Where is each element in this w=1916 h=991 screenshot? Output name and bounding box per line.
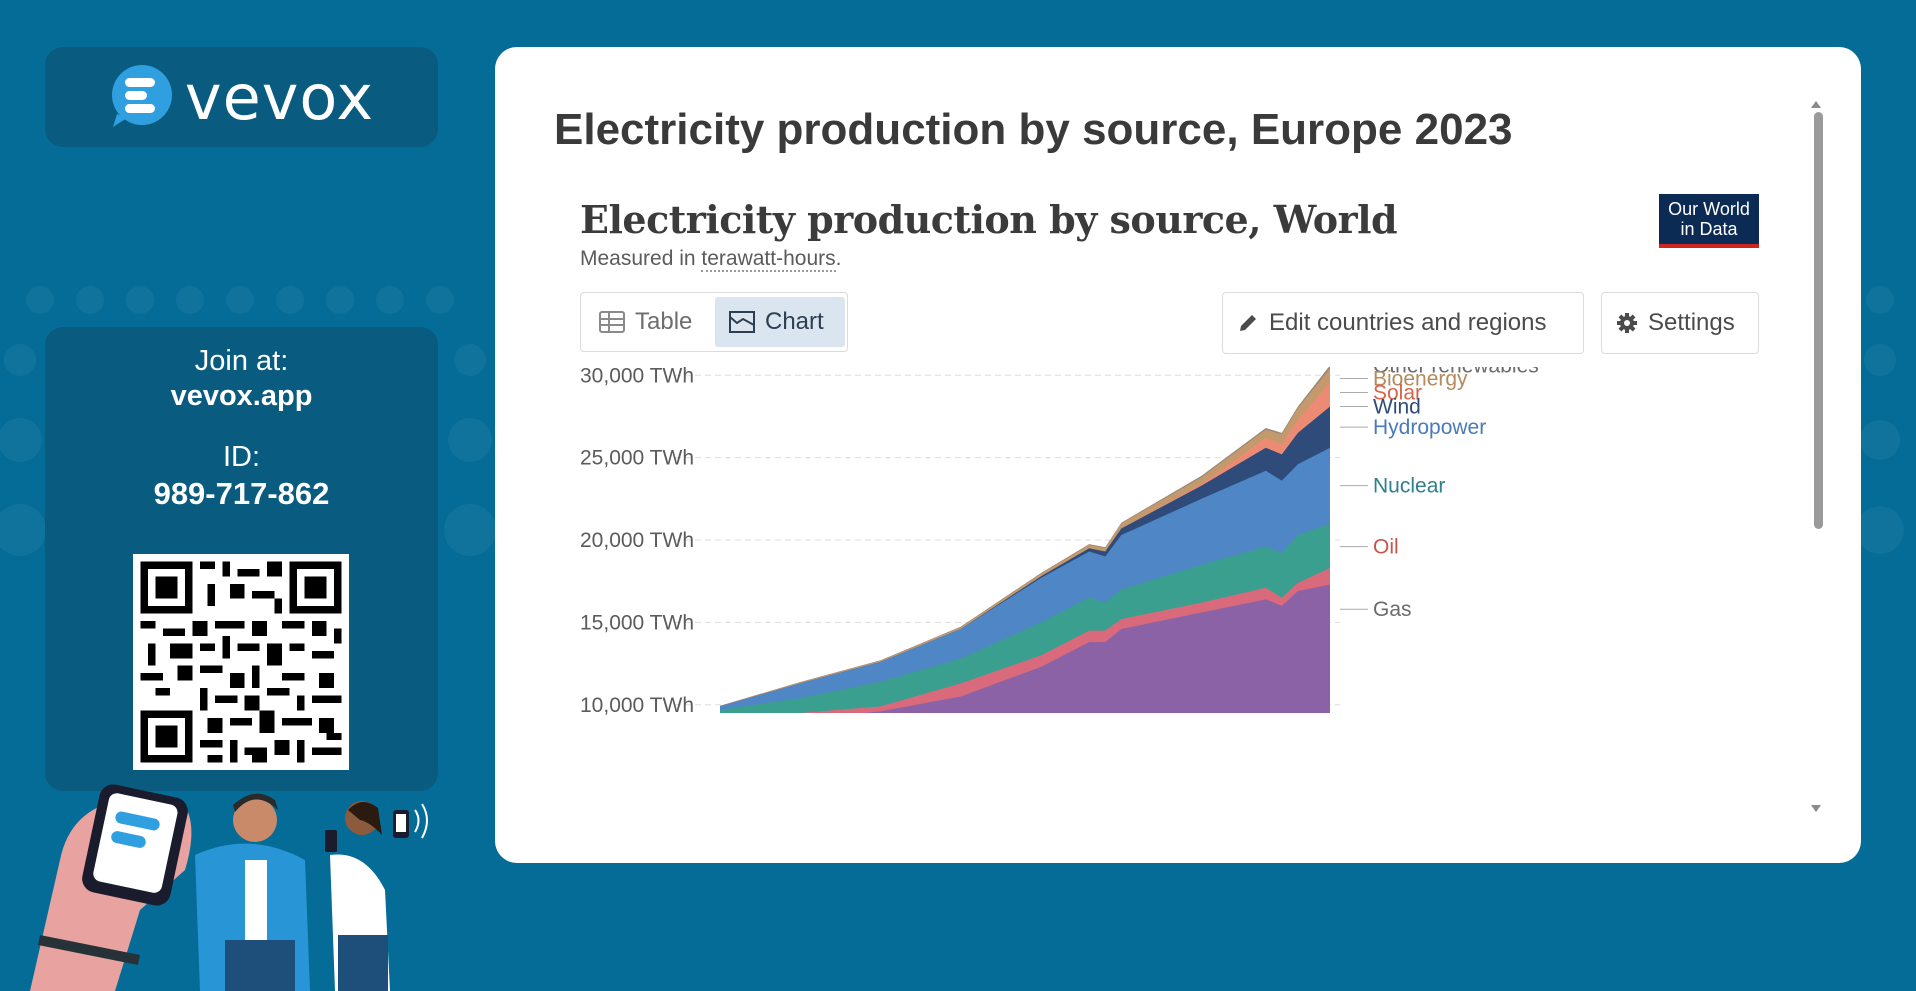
y-tick-label: 15,000 TWh <box>580 611 694 634</box>
legend-label-nuclear[interactable]: Nuclear <box>1373 475 1445 498</box>
subtitle-suffix: . <box>835 247 842 270</box>
subtitle-prefix: Measured in <box>580 247 702 270</box>
area-chart-icon <box>729 311 755 333</box>
edit-countries-button[interactable]: Edit countries and regions <box>1222 292 1584 354</box>
question-title: Electricity production by source, Europe… <box>554 105 1513 154</box>
y-tick-label: 10,000 TWh <box>580 694 694 717</box>
session-id-value: 989-717-862 <box>153 476 330 511</box>
join-panel: Join at: vevox.app ID: 989-717-862 <box>45 327 438 791</box>
scroll-down-arrow[interactable] <box>1811 805 1821 812</box>
join-label: Join at: <box>194 345 289 377</box>
settings-button[interactable]: Settings <box>1601 292 1759 354</box>
pencil-icon <box>1240 315 1256 331</box>
subtitle-unit-link[interactable]: terawatt-hours <box>701 247 836 272</box>
legend-label-other-renewables[interactable]: Other renewables <box>1373 367 1539 377</box>
vevox-logo-text: vevox <box>184 60 375 134</box>
scroll-up-arrow[interactable] <box>1811 101 1821 108</box>
table-icon <box>599 311 625 333</box>
embed-chart-subtitle: Measured in terawatt-hours. <box>580 247 842 272</box>
view-tabs: Table Chart <box>580 292 848 352</box>
scrollbar-thumb[interactable] <box>1814 112 1823 529</box>
legend-label-hydropower[interactable]: Hydropower <box>1373 416 1486 439</box>
vevox-logo: vevox <box>45 47 438 147</box>
logo-line-2: in Data <box>1680 219 1738 239</box>
legend-label-wind[interactable]: Wind <box>1373 396 1421 419</box>
embed-chart-title: Electricity production by source, World <box>580 197 1398 242</box>
question-card: Electricity production by source, Europe… <box>495 47 1861 863</box>
legend-label-oil[interactable]: Oil <box>1373 536 1399 559</box>
tab-chart[interactable]: Chart <box>715 297 845 347</box>
area-gas[interactable] <box>720 584 1330 733</box>
y-tick-label: 25,000 TWh <box>580 447 694 470</box>
tab-table-label: Table <box>635 308 693 335</box>
legend-label-bioenergy[interactable]: Bioenergy <box>1373 368 1468 391</box>
join-url[interactable]: vevox.app <box>170 380 313 412</box>
settings-label: Settings <box>1648 309 1735 336</box>
electricity-area-chart: 10,000 TWh 15,000 TWh 20,000 TWh 25,000 TWh… <box>580 367 1539 733</box>
qr-code[interactable] <box>133 554 349 770</box>
tab-chart-label: Chart <box>765 308 824 335</box>
legend-label-gas[interactable]: Gas <box>1373 598 1412 621</box>
gear-icon <box>1617 313 1637 333</box>
logo-line-1: Our World <box>1668 199 1750 219</box>
tab-table[interactable]: Table <box>585 297 715 347</box>
session-id-label: ID: <box>222 441 261 473</box>
legend-label-solar[interactable]: Solar <box>1373 382 1422 405</box>
edit-countries-label: Edit countries and regions <box>1269 309 1547 336</box>
people-illustration <box>30 784 428 991</box>
y-tick-label: 30,000 TWh <box>580 367 694 387</box>
y-tick-label: 20,000 TWh <box>580 529 694 552</box>
our-world-in-data-logo[interactable]: Our World in Data <box>1659 194 1759 248</box>
vevox-logo-icon <box>111 65 172 127</box>
